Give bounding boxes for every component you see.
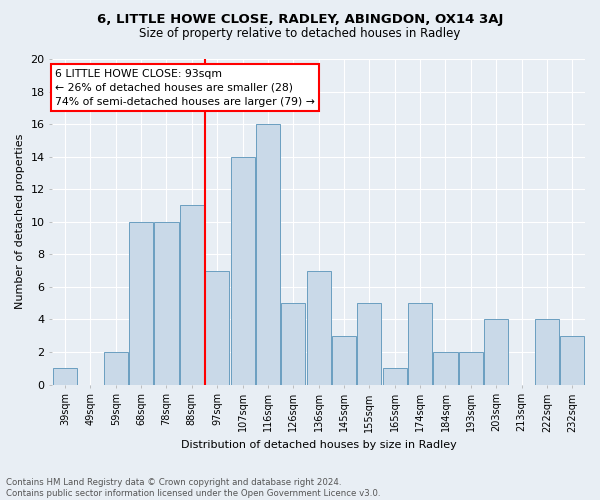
Bar	[230, 156, 254, 384]
Bar	[535, 320, 559, 384]
Bar	[180, 206, 204, 384]
Bar	[154, 222, 179, 384]
Bar	[332, 336, 356, 384]
Bar	[256, 124, 280, 384]
Bar	[129, 222, 153, 384]
Bar	[408, 303, 432, 384]
Bar	[281, 303, 305, 384]
Bar	[484, 320, 508, 384]
Text: 6, LITTLE HOWE CLOSE, RADLEY, ABINGDON, OX14 3AJ: 6, LITTLE HOWE CLOSE, RADLEY, ABINGDON, …	[97, 12, 503, 26]
Bar	[205, 270, 229, 384]
X-axis label: Distribution of detached houses by size in Radley: Distribution of detached houses by size …	[181, 440, 457, 450]
Bar	[104, 352, 128, 384]
Bar	[560, 336, 584, 384]
Bar	[307, 270, 331, 384]
Y-axis label: Number of detached properties: Number of detached properties	[15, 134, 25, 310]
Bar	[53, 368, 77, 384]
Bar	[358, 303, 382, 384]
Text: 6 LITTLE HOWE CLOSE: 93sqm
← 26% of detached houses are smaller (28)
74% of semi: 6 LITTLE HOWE CLOSE: 93sqm ← 26% of deta…	[55, 69, 315, 107]
Text: Contains HM Land Registry data © Crown copyright and database right 2024.
Contai: Contains HM Land Registry data © Crown c…	[6, 478, 380, 498]
Text: Size of property relative to detached houses in Radley: Size of property relative to detached ho…	[139, 28, 461, 40]
Bar	[459, 352, 483, 384]
Bar	[433, 352, 458, 384]
Bar	[383, 368, 407, 384]
